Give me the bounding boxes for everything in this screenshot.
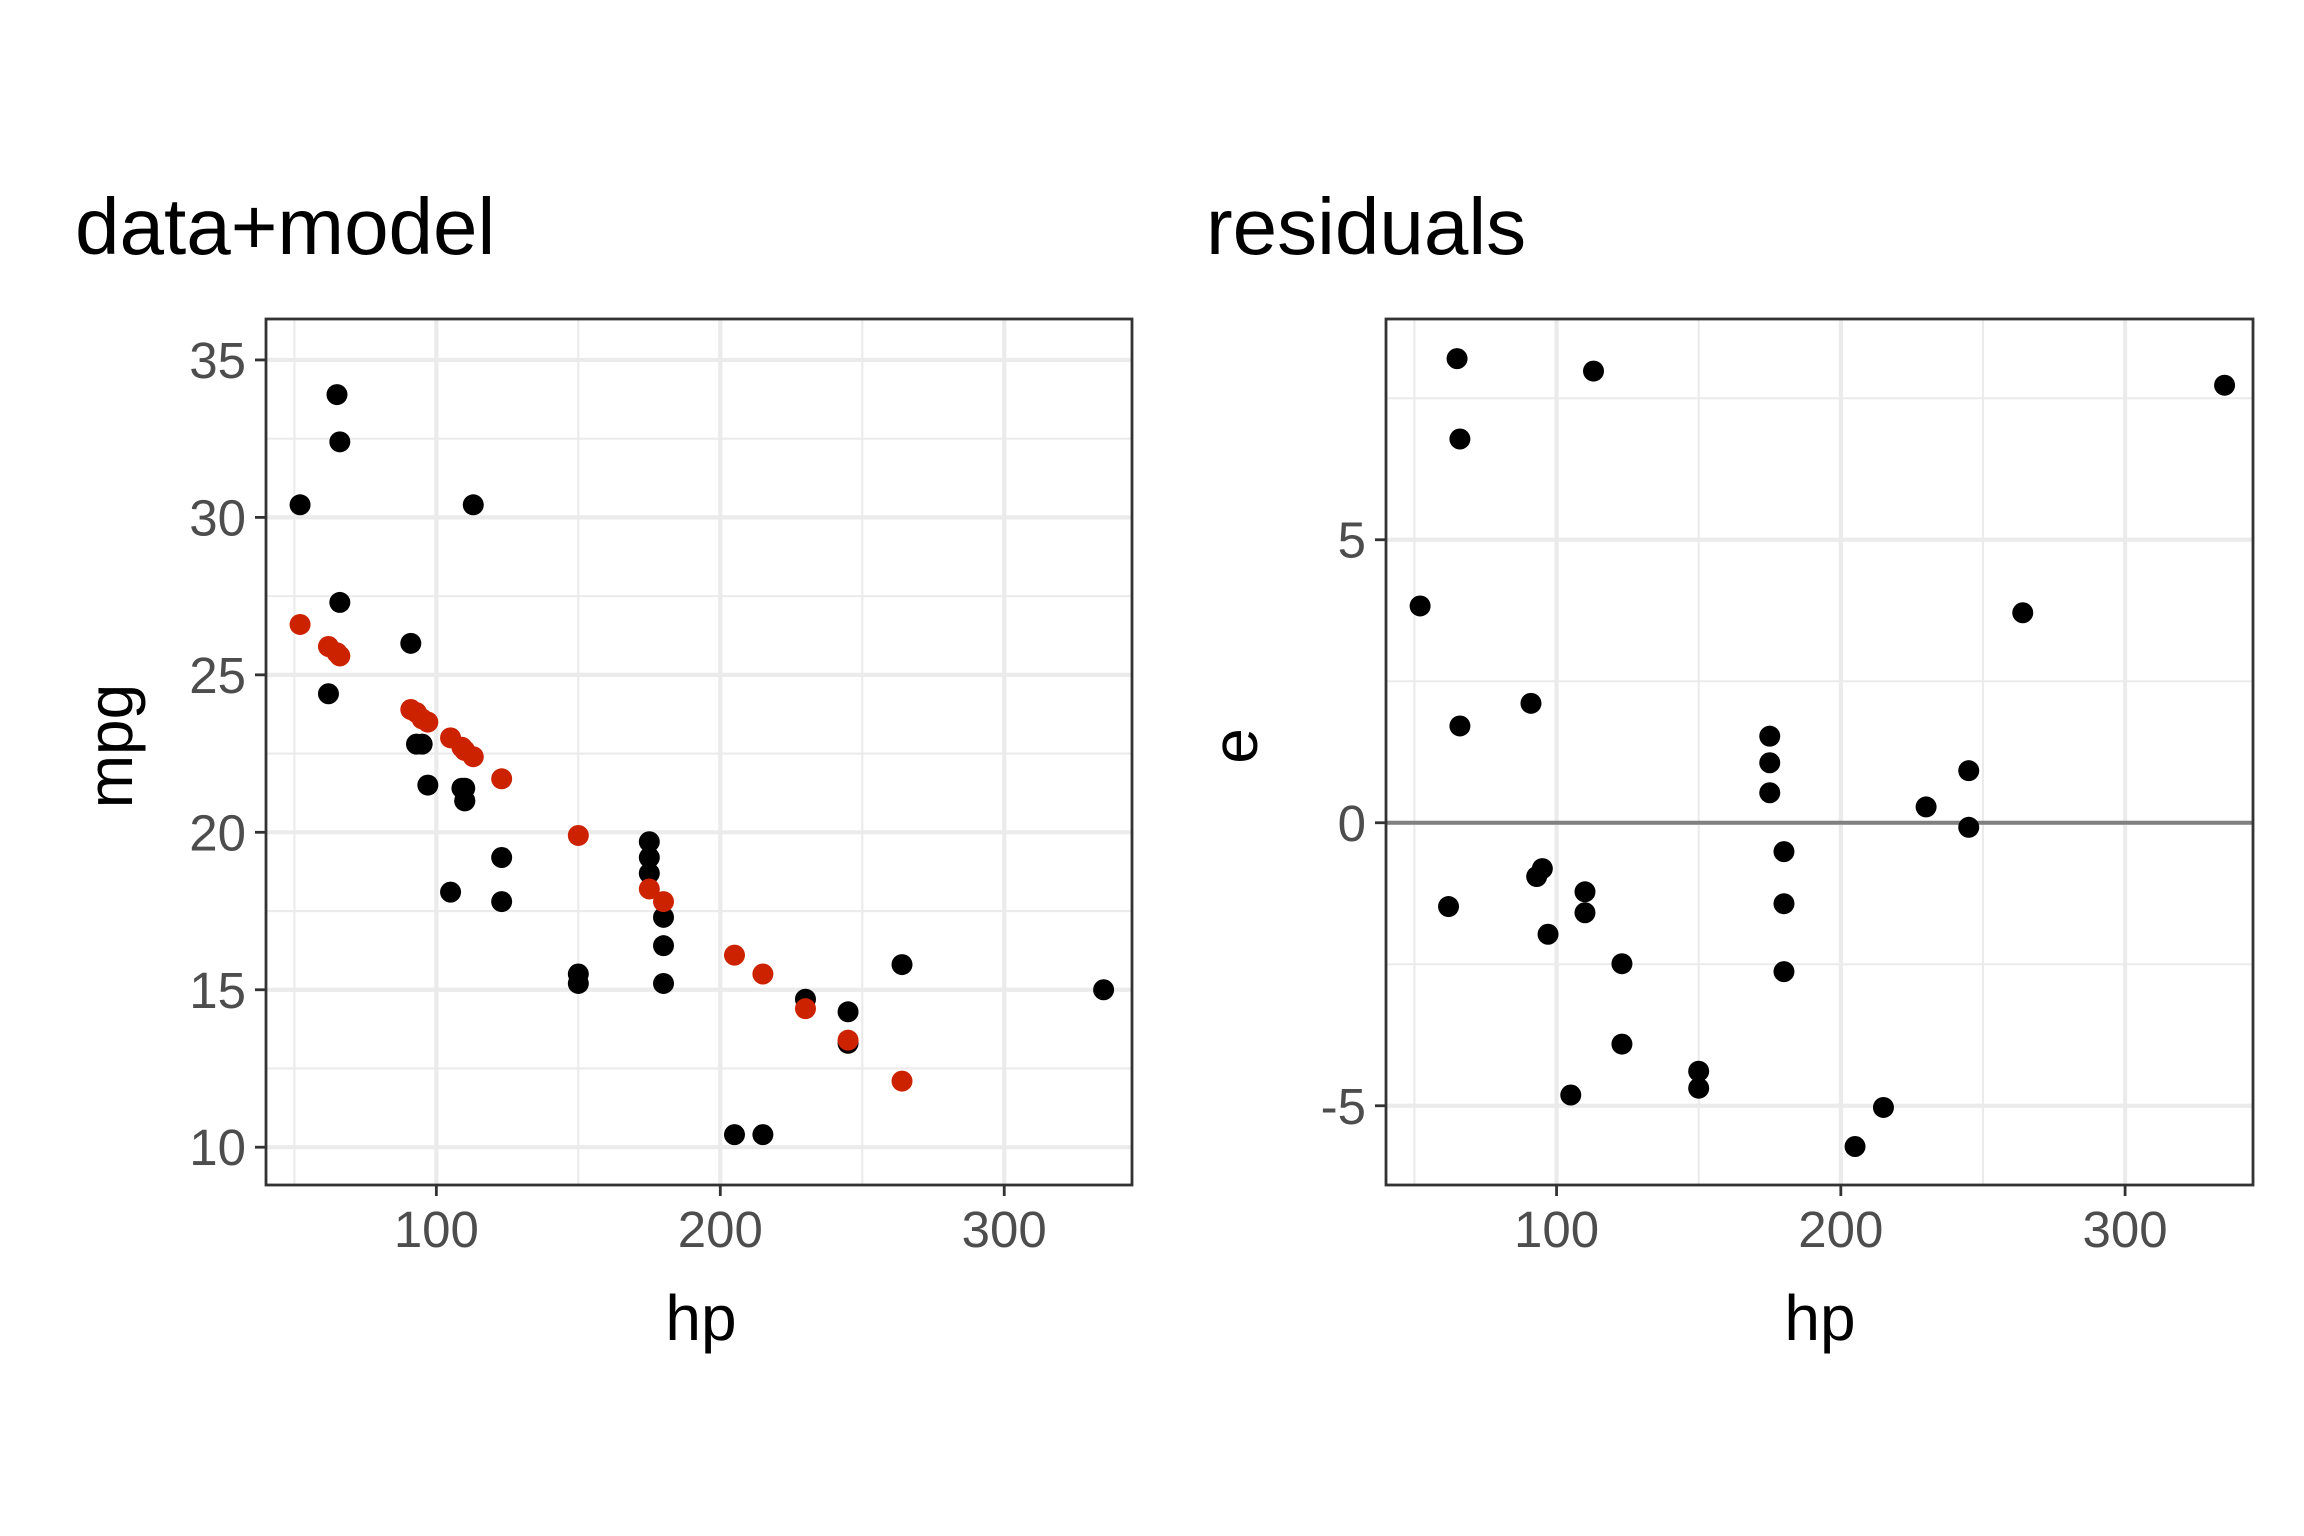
model-point [752,963,774,985]
data-point [491,846,513,868]
y-tick-label: 10 [189,1119,246,1176]
data-point [411,733,433,755]
y-tick-label: 35 [189,332,246,389]
residuals-panel: residuals hp e 100 200 300 -5 0 5 [1199,182,2255,1354]
y-axis-label: mpg [74,684,146,809]
model-point [653,891,675,913]
y-tick-label: 5 [1338,512,1366,569]
data-point [1583,360,1605,382]
model-point [417,711,439,733]
data-point [1773,841,1795,863]
data-point [440,881,462,903]
plot-background [1386,319,2253,1185]
x-tick-label: 300 [962,1201,1047,1258]
data-point [723,1124,745,1146]
data-point [2214,374,2236,396]
data-point [1560,1084,1582,1106]
data-point [1611,953,1633,975]
data-point [451,777,473,799]
data-point [638,846,660,868]
data-model-panel: data+model hp mpg 100 200 300 10 15 20 25 30 35 [74,182,1134,1354]
data-point [1773,893,1795,915]
x-axis-label: hp [665,1282,736,1354]
data-point [1520,692,1542,714]
model-point [837,1029,859,1051]
data-point [317,683,339,705]
model-point [891,1070,913,1092]
data-point [491,891,513,913]
data-point [400,632,422,654]
y-tick-label: 20 [189,804,246,861]
data-point [1409,595,1431,617]
y-tick-label: 30 [189,489,246,546]
x-tick-label: 100 [1514,1201,1599,1258]
data-point [1915,796,1937,818]
data-point [1958,760,1980,782]
data-point [1759,725,1781,747]
data-point [638,831,660,853]
data-point [1688,1060,1710,1082]
plot-border [1384,317,2255,1187]
data-point [2012,602,2034,624]
data-point [1688,1077,1710,1099]
y-tick-label: 15 [189,962,246,1019]
data-point [462,494,484,516]
data-point [1438,896,1460,918]
chart-title: residuals [1206,182,1526,271]
data-point [1958,816,1980,838]
data-point [653,972,675,994]
data-point [1611,1033,1633,1055]
x-tick-label: 200 [1798,1201,1883,1258]
plot-background [266,319,1132,1185]
model-point [491,768,513,790]
model-point [462,746,484,768]
y-tick-label: 25 [189,647,246,704]
data-point [567,972,589,994]
model-point [567,824,589,846]
data-point [653,906,675,928]
x-tick-label: 200 [678,1201,763,1258]
data-point [417,774,439,796]
model-point [329,645,351,667]
y-axis-label: e [1199,728,1271,764]
model-point [289,613,311,635]
model-point [723,944,745,966]
x-tick-label: 300 [2083,1201,2168,1258]
y-tick-label: 0 [1338,795,1366,852]
model-point [638,878,660,900]
data-point [1773,961,1795,983]
plot-border [264,317,1134,1187]
data-point [1449,715,1471,737]
data-point [1093,979,1115,1001]
data-point [1872,1096,1894,1118]
data-point [1844,1136,1866,1158]
data-point [891,954,913,976]
data-point [289,494,311,516]
data-point [326,384,348,406]
data-point [1759,782,1781,804]
x-axis-label: hp [1784,1282,1855,1354]
data-point [752,1124,774,1146]
data-point [329,431,351,453]
data-point [638,862,660,884]
y-tick-label: -5 [1321,1078,1366,1135]
data-point [1759,752,1781,774]
model-point [794,998,816,1020]
data-point [837,1001,859,1023]
data-point [1526,866,1548,888]
data-point [1449,428,1471,450]
chart-title: data+model [75,182,495,271]
data-point [1537,923,1559,945]
data-point [653,935,675,957]
data-point [329,591,351,613]
data-point [1574,902,1596,924]
data-point [1574,881,1596,903]
data-point [1446,348,1468,370]
x-tick-label: 100 [394,1201,479,1258]
